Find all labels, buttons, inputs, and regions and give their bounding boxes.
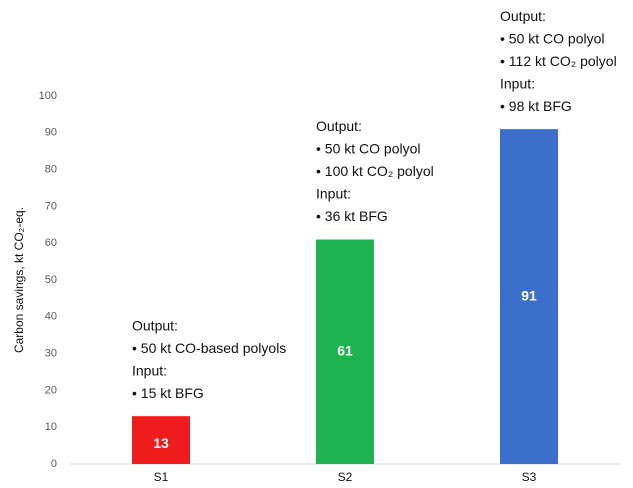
y-tick-label: 30 [45, 348, 57, 360]
annotation-line: Output: [316, 118, 362, 134]
y-tick-label: 70 [45, 200, 57, 212]
x-tick-label: S2 [338, 470, 353, 484]
annotation-line: Output: [132, 317, 178, 333]
annotation-line: • 98 kt BFG [500, 98, 572, 114]
y-tick-label: 60 [45, 237, 57, 249]
annotation-line: • 112 kt CO₂ polyol [500, 53, 617, 69]
annotation-line: • 100 kt CO₂ polyol [316, 163, 434, 179]
y-tick-label: 50 [45, 274, 57, 286]
y-tick-label: 80 [45, 164, 57, 176]
y-tick-label: 0 [51, 458, 57, 470]
y-tick-label: 20 [45, 384, 57, 396]
bar [316, 239, 374, 464]
annotation-line: • 50 kt CO-based polyols [132, 340, 286, 356]
value-label: 13 [153, 435, 169, 451]
y-tick-label: 10 [45, 421, 57, 433]
annotation-line: • 36 kt BFG [316, 208, 388, 224]
x-tick-label: S3 [522, 470, 537, 484]
y-axis-label: Carbon savings, kt CO₂-eq. [12, 207, 26, 353]
annotation-line: Input: [316, 186, 351, 202]
bar [132, 416, 190, 464]
annotation-line: • 50 kt CO polyol [500, 30, 605, 46]
value-label: 91 [521, 287, 537, 303]
y-tick-label: 40 [45, 311, 57, 323]
annotation-line: Input: [500, 75, 535, 91]
value-label: 61 [337, 342, 353, 358]
annotation-line: • 50 kt CO polyol [316, 141, 421, 157]
x-tick-label: S1 [154, 470, 169, 484]
annotation-line: • 15 kt BFG [132, 385, 204, 401]
y-tick-label: 100 [39, 90, 57, 102]
y-tick-label: 90 [45, 127, 57, 139]
bar [500, 129, 558, 464]
annotation-line: Input: [132, 362, 167, 378]
annotation-line: Output: [500, 8, 546, 24]
